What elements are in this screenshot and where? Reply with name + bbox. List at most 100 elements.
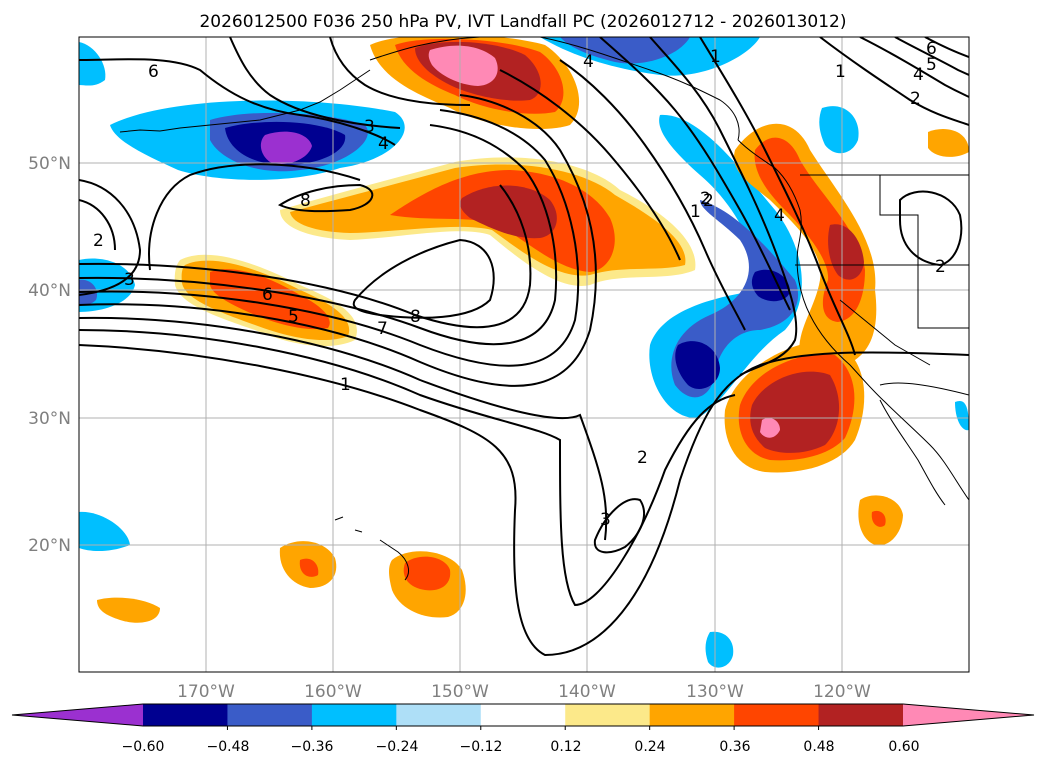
colorbar-tick-label: 0.60 [888, 739, 919, 755]
pv-contour-nw-a [79, 58, 396, 146]
colorbar-extend-low [12, 704, 143, 726]
colorbar-tick-labels: −0.60 −0.48 −0.36 −0.24 −0.12 0.12 0.24 … [122, 739, 920, 755]
lon-tick-label: 170°W [177, 682, 235, 702]
pv-contour-4 [79, 94, 597, 387]
lon-tick-label: 160°W [304, 682, 362, 702]
contour-label: 2 [935, 257, 946, 277]
pv-contour-3-loop [593, 498, 645, 554]
pos-region-hawaii-b-red [299, 558, 319, 577]
pos-region-hawaii-a-red [403, 556, 451, 591]
contour-label: 1 [690, 202, 701, 222]
colorbar-tick-label: −0.48 [207, 739, 250, 755]
neg-region-nw-edge [79, 42, 106, 86]
contour-label: 6 [262, 285, 273, 305]
pv-contour-8-north [277, 183, 374, 213]
contour-label: 8 [300, 191, 311, 211]
colorbar-swatch [227, 704, 313, 726]
colorbar [11, 703, 1035, 730]
map-plot-area: 6 4 3 4 1 2 6 5 4 2 1 8 2 3 6 5 7 8 1 2 … [79, 37, 969, 672]
colorbar-swatch [311, 704, 397, 726]
state-border-c [839, 299, 931, 366]
colorbar-outline [11, 703, 1035, 727]
alaska-coast [369, 37, 740, 141]
contour-label: 1 [710, 47, 721, 67]
pv-contour-west-ring-3 [79, 199, 116, 251]
colorbar-swatch [818, 704, 904, 726]
lat-tick-label: 50°N [28, 154, 71, 174]
longitude-tick-labels: 170°W 160°W 150°W 140°W 130°W 120°W [177, 682, 871, 702]
pv-contour-6 [79, 124, 558, 346]
pv-contour-8 [352, 238, 495, 319]
pos-region-mexico-red [871, 510, 886, 527]
colorbar-tick-label: −0.24 [376, 739, 419, 755]
contour-label: 5 [288, 307, 299, 327]
pv-contour-nw-c [329, 37, 471, 106]
pos-region-coast-dark [828, 224, 864, 280]
pos-region-north-pink [428, 45, 498, 86]
pos-region-west-red [210, 269, 330, 330]
neg-region-aleutian-max [260, 131, 312, 165]
pv-contour-nw-b [229, 37, 401, 129]
pv-contour-7 [79, 184, 532, 329]
pv-contour-ne-2 [859, 37, 969, 98]
contour-label: 2 [700, 189, 711, 209]
pv-contour-5 [79, 109, 580, 367]
figure-title: 2026012500 F036 250 hPa PV, IVT Landfall… [199, 12, 846, 32]
colorbar-tick-label: −0.12 [460, 739, 503, 755]
map-gridlines [79, 37, 969, 672]
us-west-coast [796, 247, 969, 501]
pv-contour-coast-4 [559, 59, 746, 331]
neg-region-offshore-inner-a [675, 341, 720, 389]
colorbar-swatch [734, 704, 820, 726]
contour-label: 3 [364, 117, 375, 137]
pv-contour-west-ring [148, 163, 361, 271]
lon-tick-label: 140°W [558, 682, 616, 702]
pv-contour-coast-2 [699, 37, 856, 356]
negative-shading [79, 37, 969, 668]
baja-peninsula [879, 399, 946, 506]
colorbar-tick-label: 0.12 [550, 739, 581, 755]
colorbar-tick-label: −0.60 [122, 739, 165, 755]
contour-label: 6 [148, 62, 159, 82]
pv-contour-2 [79, 329, 736, 607]
contour-label: 2 [703, 191, 714, 211]
neg-region-offshore-inner-b [751, 269, 790, 302]
contour-label: 2 [637, 448, 648, 468]
pv-contour-ne-1 [819, 37, 969, 126]
state-border-b [879, 175, 969, 329]
pos-region-bc-east [928, 129, 969, 157]
contour-label: 7 [377, 319, 388, 339]
pv-contours [79, 37, 969, 657]
contour-label: 2 [93, 231, 104, 251]
contour-label: 4 [583, 52, 594, 72]
aleutian-chain [119, 69, 371, 133]
contour-label: 1 [340, 375, 351, 395]
pv-contour-coast-3 [599, 37, 791, 311]
lon-tick-label: 150°W [431, 682, 489, 702]
lat-tick-label: 20°N [28, 536, 71, 556]
contour-label: 4 [913, 65, 924, 85]
colorbar-extend-high [903, 704, 1034, 726]
pv-contour-coast-5 [499, 69, 681, 261]
contour-label: 4 [774, 206, 785, 226]
lat-tick-label: 40°N [28, 281, 71, 301]
pv-contour-ne-3 [894, 37, 969, 76]
pv-contour-coast-1 [649, 37, 798, 376]
contour-label: 2 [910, 89, 921, 109]
lat-tick-label: 30°N [28, 409, 71, 429]
contour-label: 5 [926, 55, 937, 75]
pv-contour-west-ring-2 [79, 179, 142, 296]
pv-contour-1 [79, 344, 969, 657]
lon-tick-label: 120°W [813, 682, 871, 702]
contour-label: 8 [410, 307, 421, 327]
hawaiian-islands [334, 516, 409, 581]
neg-region-west-sw [79, 511, 130, 552]
pv-contour-mexico-loop [899, 190, 963, 267]
colorbar-tick-label: 0.24 [634, 739, 665, 755]
colorbar-swatch [396, 704, 482, 726]
coastlines [119, 37, 969, 581]
colorbar-swatch [649, 704, 735, 726]
colorbar-tick-label: 0.48 [803, 739, 834, 755]
contour-label: 1 [835, 62, 846, 82]
